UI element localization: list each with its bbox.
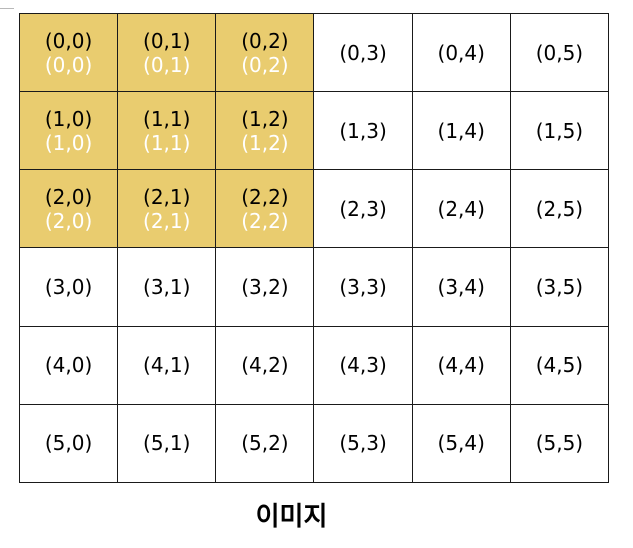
cell-sub-label: (0,2) (241, 52, 289, 77)
cell-coordinate-label: (5,1) (143, 431, 191, 456)
grid-cell: (3,5) (510, 248, 609, 327)
grid-cell: (4,4) (412, 326, 511, 405)
cell-coordinate-label: (2,5) (535, 196, 584, 221)
cell-coordinate-label: (3,3) (339, 275, 387, 300)
grid-cell: (0,5) (510, 14, 609, 93)
cell-sub-label: (1,0) (44, 130, 93, 155)
cell-sub-label: (1,1) (143, 130, 191, 155)
grid-cell: (4,5) (510, 326, 609, 405)
grid-cell: (5,4) (412, 404, 511, 483)
grid-cell: (4,1) (118, 326, 217, 405)
grid-cell-highlighted: (2,2) (2,2) (216, 170, 315, 249)
grid-cell: (5,5) (510, 404, 609, 483)
cell-sub-label: (2,2) (241, 208, 289, 233)
cell-sub-label: (0,1) (143, 52, 191, 77)
cell-coordinate-label: (5,0) (44, 431, 93, 456)
grid-cell: (4,3) (314, 326, 413, 405)
grid-cell: (5,3) (314, 404, 413, 483)
grid-cell-highlighted: (0,1) (0,1) (118, 14, 217, 93)
cell-coordinate-label: (4,5) (535, 353, 584, 378)
grid-cell: (2,3) (314, 170, 413, 249)
cell-coordinate-label: (3,0) (44, 275, 93, 300)
cell-coordinate-label: (5,4) (437, 431, 485, 456)
grid-cell: (3,4) (412, 248, 511, 327)
cell-coordinate-label: (0,5) (535, 40, 584, 65)
cell-coordinate-label: (4,1) (143, 353, 191, 378)
cell-coordinate-label: (0,3) (339, 40, 387, 65)
cell-sub-label: (1,2) (241, 130, 289, 155)
cell-coordinate-label: (5,3) (339, 431, 387, 456)
grid-cell: (3,2) (216, 248, 315, 327)
cell-coordinate-label: (4,3) (339, 353, 387, 378)
cell-coordinate-label: (2,2) (241, 184, 289, 209)
grid-cell-highlighted: (1,1) (1,1) (118, 92, 217, 171)
cell-coordinate-label: (3,4) (437, 275, 485, 300)
cell-sub-label: (2,0) (44, 208, 93, 233)
cell-coordinate-label: (3,2) (241, 275, 289, 300)
caption: 이미지 (255, 502, 328, 532)
grid-cell: (2,4) (412, 170, 511, 249)
cell-coordinate-label: (2,3) (339, 196, 387, 221)
grid-cell: (4,2) (216, 326, 315, 405)
cell-coordinate-label: (1,1) (143, 106, 191, 131)
grid-cell-highlighted: (0,2) (0,2) (216, 14, 315, 93)
cell-coordinate-label: (2,4) (437, 196, 485, 221)
grid-cell-highlighted: (2,0) (2,0) (20, 170, 119, 249)
cell-coordinate-label: (5,5) (535, 431, 584, 456)
cell-coordinate-label: (0,2) (241, 28, 289, 53)
grid-cell: (2,5) (510, 170, 609, 249)
cell-coordinate-label: (1,3) (339, 118, 387, 143)
cell-coordinate-label: (4,0) (44, 353, 93, 378)
cell-coordinate-label: (5,2) (241, 431, 289, 456)
grid-cell: (1,3) (314, 92, 413, 171)
cell-coordinate-label: (4,2) (241, 353, 289, 378)
cell-coordinate-label: (2,0) (44, 184, 93, 209)
grid-cell: (1,4) (412, 92, 511, 171)
grid-cell: (0,4) (412, 14, 511, 93)
cell-coordinate-label: (1,4) (437, 118, 485, 143)
cell-coordinate-label: (0,0) (44, 28, 93, 53)
grid-cell: (1,5) (510, 92, 609, 171)
pixel-grid: (0,0) (0,0) (0,1) (0,1) (0,2) (0,2) (0,3) (0,4)… (19, 13, 609, 483)
cell-coordinate-label: (4,4) (437, 353, 485, 378)
cell-coordinate-label: (0,1) (143, 28, 191, 53)
grid-cell: (3,1) (118, 248, 217, 327)
grid-cell: (5,0) (20, 404, 119, 483)
cell-sub-label: (0,0) (44, 52, 93, 77)
grid-cell: (3,0) (20, 248, 119, 327)
cell-coordinate-label: (1,2) (241, 106, 289, 131)
cell-coordinate-label: (2,1) (143, 184, 191, 209)
cell-sub-label: (2,1) (143, 208, 191, 233)
cell-coordinate-label: (3,1) (143, 275, 191, 300)
grid-cell-highlighted: (0,0) (0,0) (20, 14, 119, 93)
cell-coordinate-label: (1,5) (535, 118, 584, 143)
grid-cell: (3,3) (314, 248, 413, 327)
grid-cell-highlighted: (1,0) (1,0) (20, 92, 119, 171)
cell-coordinate-label: (0,4) (437, 40, 485, 65)
grid-cell-highlighted: (2,1) (2,1) (118, 170, 217, 249)
grid-cell: (4,0) (20, 326, 119, 405)
grid-cell: (5,2) (216, 404, 315, 483)
grid-cell-highlighted: (1,2) (1,2) (216, 92, 315, 171)
cell-coordinate-label: (1,0) (44, 106, 93, 131)
cell-coordinate-label: (3,5) (535, 275, 584, 300)
corner-mark (0, 0, 14, 9)
grid-cell: (0,3) (314, 14, 413, 93)
grid-cell: (5,1) (118, 404, 217, 483)
